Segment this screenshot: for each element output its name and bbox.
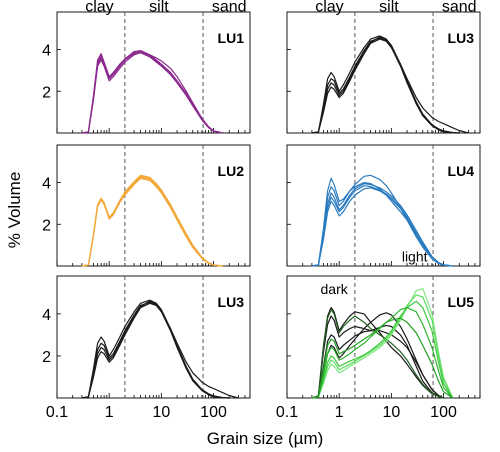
panel-right-mid: LU4: [286, 144, 481, 267]
panel-right-top: LU3 clay silt sand: [286, 0, 481, 134]
series-line-2: [311, 315, 444, 399]
panel-label: LU2: [218, 163, 245, 179]
series-line-5: [311, 187, 453, 267]
series-line-3: [311, 38, 469, 134]
x-tick-label: 1: [105, 404, 114, 421]
series-line-3: [311, 183, 453, 267]
series-line-9: [311, 307, 454, 399]
panel-label: LU3: [448, 30, 475, 46]
y-axis-label: % Volume: [5, 172, 24, 249]
panel-frame: [286, 11, 481, 134]
x-tick-label: 100: [430, 404, 457, 421]
x-axis-label: Grain size (µm): [207, 429, 324, 448]
panel-label: LU3: [218, 294, 245, 310]
column-header-clay: clay: [85, 0, 113, 16]
x-tick-label: 0.1: [46, 404, 68, 421]
column-header-clay: clay: [315, 0, 343, 16]
y-tick-label: 2: [42, 84, 51, 101]
x-tick-label: 1: [335, 404, 344, 421]
series-line-7: [311, 294, 454, 399]
panel-label: LU4: [448, 163, 475, 179]
series-line-4: [81, 52, 223, 134]
panel-left-mid: LU2 2 4: [42, 144, 251, 267]
series-line-3: [81, 302, 239, 399]
series-line-5: [311, 309, 444, 399]
series-line-4: [311, 330, 444, 399]
panel-frame: [286, 144, 481, 267]
panel-frame: [56, 144, 251, 267]
column-header-silt: silt: [379, 0, 399, 16]
panel-frame: [56, 11, 251, 134]
panel-left-top: LU1 clay silt sand 2 4: [42, 0, 251, 134]
series-line-4: [81, 301, 230, 399]
series-line-10: [311, 317, 454, 399]
column-header-silt: silt: [149, 0, 169, 16]
x-tick-label: 10: [382, 404, 400, 421]
panel-frame: [56, 275, 251, 399]
panel-left-bot: LU3 2 4 0.1 1 10 100: [42, 275, 251, 421]
x-tick-label: 0.1: [276, 404, 298, 421]
annotation-dark: dark: [321, 281, 349, 297]
y-tick-label: 2: [42, 217, 51, 234]
y-tick-label: 4: [42, 43, 51, 60]
annotation-light: light: [402, 248, 428, 264]
y-tick-label: 4: [42, 307, 51, 324]
x-tick-label: 10: [152, 404, 170, 421]
series-line-1: [311, 307, 444, 399]
panel-label: LU1: [218, 30, 245, 46]
panel-right-bot: LU5 dark light 0.1 1 10 100: [276, 248, 481, 421]
y-tick-label: 2: [42, 349, 51, 366]
series-line-2: [311, 174, 453, 267]
series-line-6: [311, 288, 454, 399]
column-header-sand: sand: [442, 0, 477, 16]
column-header-sand: sand: [212, 0, 247, 16]
series-line-4: [81, 177, 223, 267]
panels: LU1 clay silt sand 2 4 LU2 2 4 LU3 2 4 0.1 1 10 100 LU3 c…: [42, 0, 481, 421]
panel-label: LU5: [448, 294, 475, 310]
series-line-4: [311, 37, 460, 134]
x-tick-label: 100: [200, 404, 227, 421]
series-line-8: [311, 300, 454, 399]
y-tick-label: 4: [42, 176, 51, 193]
